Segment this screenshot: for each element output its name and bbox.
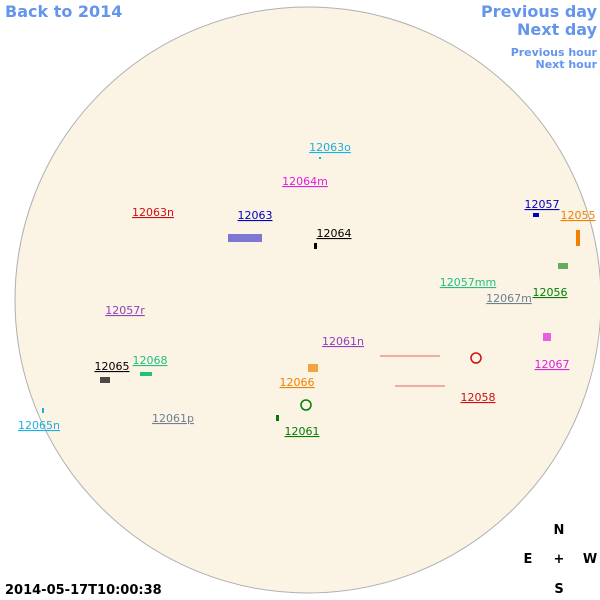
region-label[interactable]: 12057: [525, 198, 560, 211]
region-label[interactable]: 12066: [280, 376, 315, 389]
region-label[interactable]: 12061n: [322, 335, 364, 348]
spot: [543, 333, 551, 341]
compass-east: E: [524, 552, 533, 567]
compass-north: N: [554, 523, 565, 538]
timestamp: 2014-05-17T10:00:38: [5, 583, 162, 598]
compass-west: W: [583, 552, 597, 567]
region-label[interactable]: 12068: [133, 354, 168, 367]
spot: [42, 408, 44, 413]
solar-disk: [14, 6, 600, 594]
region-label[interactable]: 12065: [95, 360, 130, 373]
spot: [470, 352, 482, 364]
region-label[interactable]: 12063n: [132, 206, 174, 219]
region-label[interactable]: 12057mm: [440, 276, 496, 289]
spot: [228, 234, 262, 242]
spot: [558, 263, 568, 269]
previous-day-link[interactable]: Previous day: [481, 2, 598, 21]
region-label[interactable]: 12056: [533, 286, 568, 299]
region-label[interactable]: 12061: [285, 425, 320, 438]
compass-south: S: [554, 582, 563, 597]
region-label[interactable]: 12067: [535, 358, 570, 371]
spot: [276, 415, 279, 421]
spot: [100, 377, 110, 383]
spots: [42, 157, 580, 421]
region-label[interactable]: 12065n: [18, 419, 60, 432]
spot: [533, 213, 539, 217]
region-label[interactable]: 12061p: [152, 412, 194, 425]
spot: [395, 385, 445, 387]
compass-center: +: [554, 552, 565, 567]
next-hour-link[interactable]: Next hour: [536, 58, 598, 71]
region-label[interactable]: 12067m: [486, 292, 532, 305]
previous-hour-link[interactable]: Previous hour: [511, 46, 598, 59]
region-label[interactable]: 12064: [317, 227, 352, 240]
spot: [319, 157, 321, 159]
spot: [300, 399, 312, 411]
spot: [308, 364, 318, 372]
region-label[interactable]: 12058: [461, 391, 496, 404]
region-label[interactable]: 12064m: [282, 175, 328, 188]
spot: [140, 372, 152, 376]
region-label[interactable]: 12063: [238, 209, 273, 222]
back-link[interactable]: Back to 2014: [5, 2, 122, 21]
region-label[interactable]: 12055: [561, 209, 596, 222]
region-label[interactable]: 12057r: [105, 304, 145, 317]
region-label[interactable]: 12063o: [309, 141, 351, 154]
spot: [380, 355, 440, 357]
spot: [576, 230, 580, 246]
next-day-link[interactable]: Next day: [517, 20, 598, 39]
spot: [314, 243, 317, 249]
